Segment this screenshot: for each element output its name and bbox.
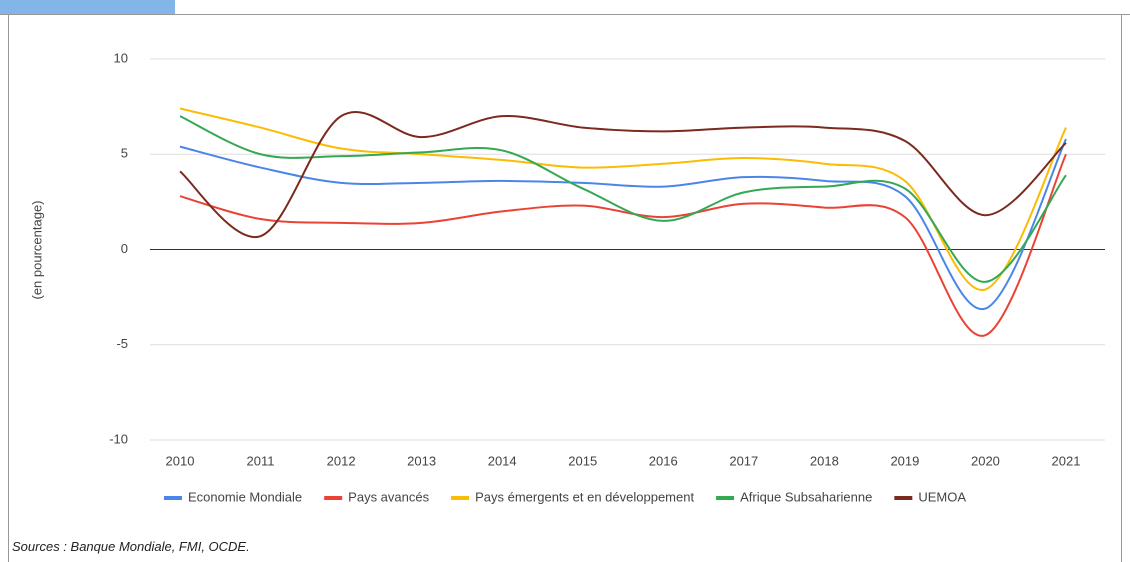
source-note: Sources : Banque Mondiale, FMI, OCDE. bbox=[12, 539, 250, 554]
x-tick-label: 2011 bbox=[247, 453, 275, 468]
x-tick-label: 2013 bbox=[407, 453, 436, 468]
series-line bbox=[179, 153, 1067, 337]
legend-label: Afrique Subsaharienne bbox=[740, 489, 872, 504]
x-tick-label: 2020 bbox=[971, 453, 1000, 468]
x-tick-label: 2021 bbox=[1052, 453, 1081, 468]
legend-label: Pays avancés bbox=[348, 489, 429, 504]
legend-label: Economie Mondiale bbox=[188, 489, 302, 504]
series-line bbox=[179, 138, 1067, 310]
x-tick-label: 2012 bbox=[327, 453, 356, 468]
y-tick-label: 10 bbox=[114, 50, 128, 65]
series-line bbox=[179, 115, 1067, 283]
x-tick-label: 2014 bbox=[488, 453, 517, 468]
legend-label: Pays émergents et en développement bbox=[475, 489, 694, 504]
y-tick-label: -10 bbox=[109, 431, 128, 446]
series-line bbox=[179, 110, 1067, 238]
legend-label: UEMOA bbox=[918, 489, 966, 504]
series-line bbox=[179, 107, 1067, 291]
x-tick-label: 2015 bbox=[568, 453, 597, 468]
x-tick-label: 2010 bbox=[166, 453, 195, 468]
x-tick-label: 2016 bbox=[649, 453, 678, 468]
y-tick-label: -5 bbox=[116, 336, 128, 351]
frame bbox=[8, 14, 1122, 562]
y-tick-label: 0 bbox=[121, 241, 128, 256]
y-axis-label: (en pourcentage) bbox=[29, 200, 44, 299]
x-tick-label: 2017 bbox=[729, 453, 758, 468]
header-cell bbox=[0, 0, 175, 14]
x-tick-label: 2018 bbox=[810, 453, 839, 468]
x-tick-label: 2019 bbox=[890, 453, 919, 468]
y-tick-label: 5 bbox=[121, 146, 128, 161]
